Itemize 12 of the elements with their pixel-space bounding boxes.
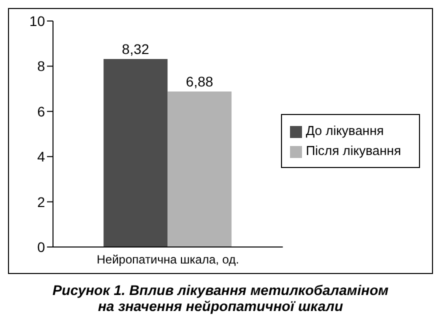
text: Рисунок 1. Вплив лікування метилкобаламіном на значення нейропатичної шкали — [51, 282, 390, 314]
legend-label: До лікування — [306, 123, 384, 138]
y-tick-label: 6 — [37, 103, 46, 120]
y-tick-label: 0 — [37, 238, 46, 255]
y-tick-label: 10 — [29, 12, 46, 29]
y-tick-label: 8 — [37, 58, 46, 74]
data-label: 6,88 — [186, 74, 214, 90]
y-tick-label: 2 — [37, 194, 46, 210]
y-tick-label: 4 — [37, 148, 46, 165]
legend-label: Після лікування — [306, 143, 401, 158]
x-tick-label: Нейропатична шкала, од. — [96, 252, 240, 267]
data-label: 8,32 — [122, 40, 150, 57]
